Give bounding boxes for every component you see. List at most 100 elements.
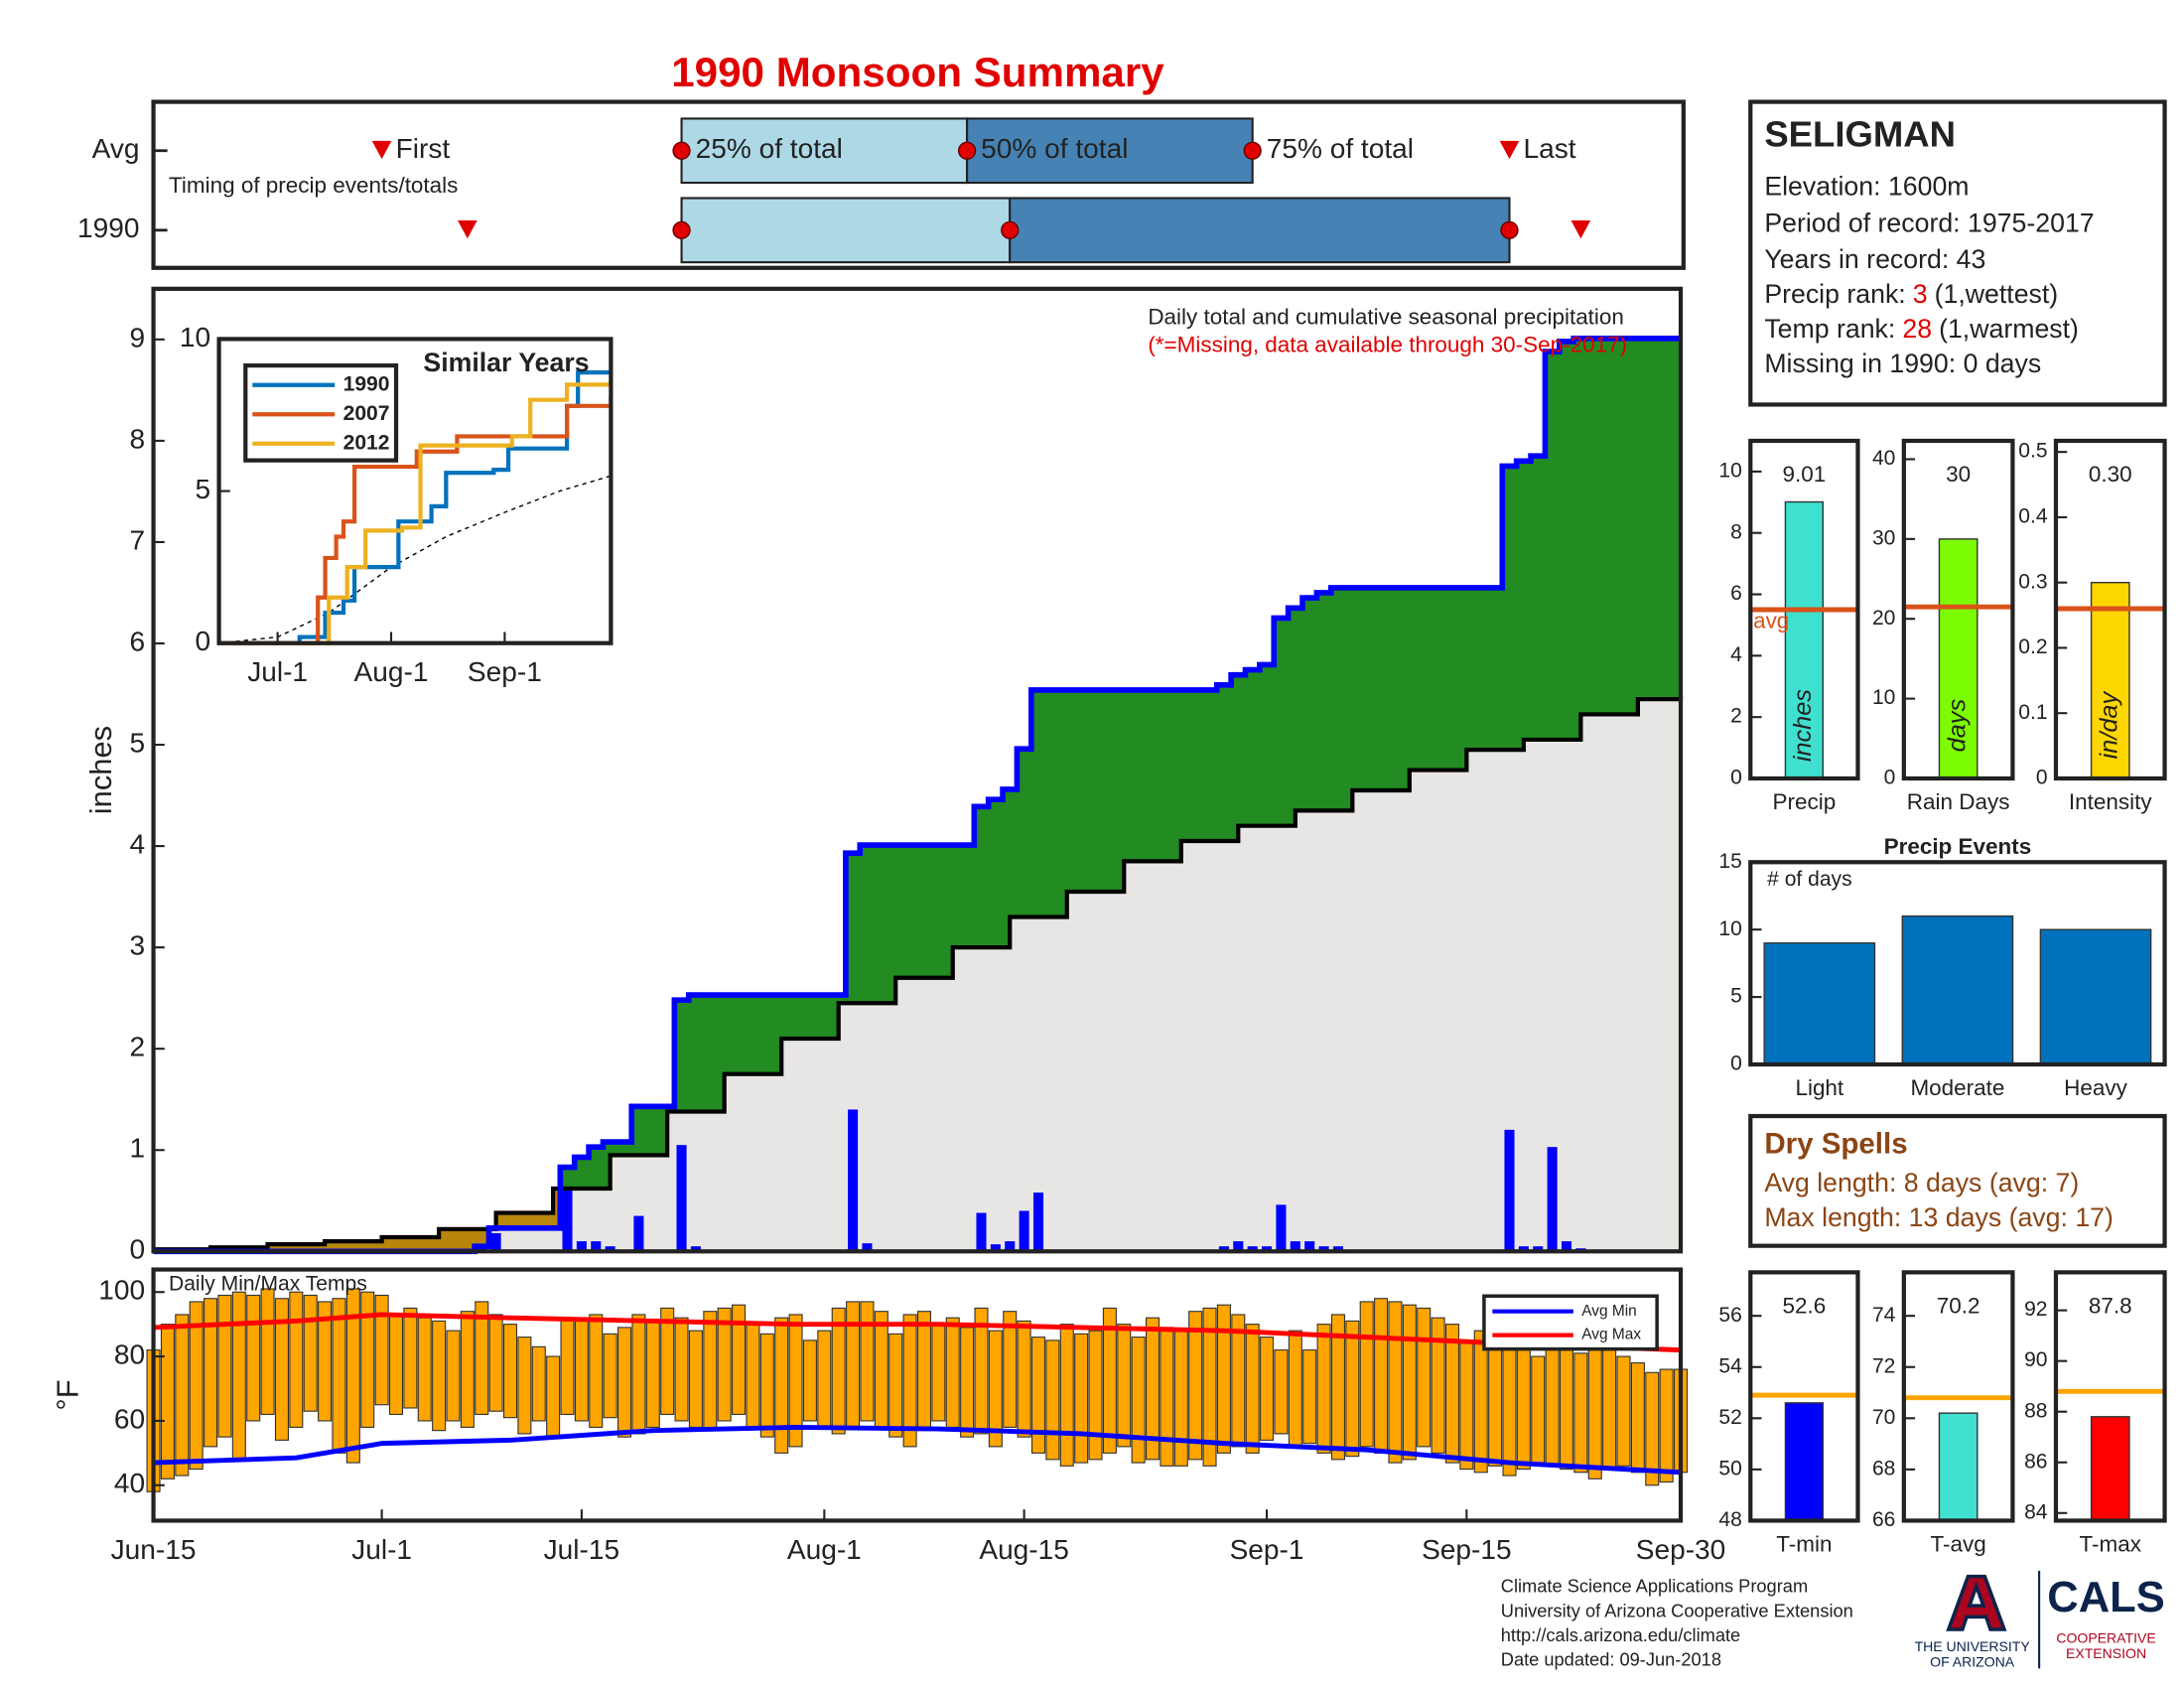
temp-bar [517, 1336, 532, 1435]
x-tick-label: Jul-1 [351, 1534, 412, 1565]
temp-bar [1216, 1304, 1231, 1454]
timing-dot [672, 220, 691, 239]
temp-bar [502, 1324, 518, 1419]
footer-line: Climate Science Applications Program [1501, 1576, 1808, 1597]
y-label: # of days [1767, 868, 1851, 891]
bar [1901, 914, 2014, 1065]
daily-bar [976, 1212, 987, 1252]
x-tick-label: Sep-15 [1422, 1534, 1512, 1565]
temp-bar [788, 1314, 803, 1448]
dry-box [1748, 1113, 2167, 1248]
temp-bar [1288, 1330, 1302, 1448]
y-tick-label: 0.5 [2018, 440, 2047, 463]
legend-label: 2012 [343, 431, 390, 454]
temp-bar [916, 1311, 932, 1432]
temp-bar [703, 1311, 718, 1432]
daily-bar [1247, 1246, 1258, 1252]
temp-bar [1431, 1317, 1445, 1454]
x-tick-label: Intensity [2069, 789, 2152, 814]
y-tick-label: 1 [129, 1133, 145, 1164]
temp-bar [374, 1294, 389, 1406]
daily-bar [1518, 1246, 1529, 1252]
bar-text: days [1943, 699, 1971, 753]
temp-bar [1516, 1345, 1531, 1471]
timing-triangle [1499, 140, 1520, 160]
temp-bar [617, 1327, 632, 1438]
y-tick-label: 2 [129, 1032, 145, 1062]
y-tick-label: 4 [1730, 643, 1742, 666]
temp-bar [204, 1298, 218, 1448]
legend-label: Avg Max [1581, 1327, 1641, 1343]
legend-label: 1990 [343, 372, 390, 395]
y-axis-label: inches [83, 726, 118, 814]
temp-bar [1602, 1349, 1617, 1471]
x-tick-label: Precip [1773, 789, 1837, 814]
y-tick-label: 56 [1718, 1304, 1741, 1327]
timing-box [680, 117, 969, 185]
temp-bar [1188, 1311, 1203, 1461]
chart-subtitle: (*=Missing, data available through 30-Se… [1148, 332, 1627, 356]
y-tick-label: 84 [2024, 1500, 2048, 1523]
rank-line: Temp rank: 28 (1,warmest) [1764, 314, 2079, 344]
station-line: Period of record: 1975-2017 [1764, 208, 2094, 237]
cals-text: CALS [2047, 1574, 2165, 1621]
x-tick-label: Aug-15 [979, 1534, 1069, 1565]
y-tick-label: 3 [129, 930, 145, 961]
temp-bar [831, 1307, 846, 1435]
dry-line: Max length: 13 days (avg: 17) [1764, 1202, 2114, 1232]
bar [1938, 538, 1979, 779]
y-tick-label: 86 [2024, 1450, 2047, 1473]
y-tick-label: 30 [1872, 526, 1895, 549]
frame [151, 1267, 1684, 1523]
temp-bar [345, 1288, 360, 1464]
chart-title: Precip Events [1884, 834, 2032, 859]
temp-bar [1630, 1362, 1645, 1474]
temp-bar [1045, 1339, 1060, 1461]
daily-bar [1504, 1129, 1515, 1252]
daily-bar [562, 1191, 573, 1252]
temp-bar [1160, 1327, 1174, 1467]
temp-bar [802, 1339, 817, 1422]
temp-bar [1245, 1324, 1260, 1454]
y-tick-label: 70 [1872, 1406, 1895, 1429]
y-tick-label: 68 [1872, 1457, 1895, 1479]
y-tick-label: 40 [1872, 447, 1895, 470]
timing-dot [1001, 220, 1020, 239]
temp-bar [645, 1320, 660, 1428]
timing-dot [1243, 141, 1262, 160]
temp-bar [1545, 1342, 1560, 1467]
series-line [218, 378, 614, 645]
y-tick-label: 50 [1718, 1457, 1741, 1479]
temp-bar [574, 1320, 589, 1422]
temp-bar [1088, 1330, 1103, 1461]
timing-label: 25% of total [696, 133, 843, 164]
title: 1990 Monsoon Summary [671, 49, 1164, 95]
dry-line: Avg length: 8 days (avg: 7) [1764, 1168, 2079, 1197]
temp-bar [260, 1288, 275, 1416]
y-tick-label: 0 [129, 1234, 145, 1265]
temp-bar [1202, 1307, 1217, 1467]
daily-bar [1290, 1241, 1300, 1252]
temp-bar [1274, 1349, 1289, 1435]
daily-bar [990, 1244, 1001, 1252]
temp-bar [960, 1327, 975, 1438]
daily-bar [1218, 1246, 1229, 1252]
y-tick-label: 6 [1730, 582, 1742, 605]
temp-bar [1330, 1314, 1345, 1461]
y-tick-label: 88 [2024, 1399, 2047, 1422]
rank-line: Precip rank: 3 (1,wettest) [1764, 279, 2058, 309]
temp-bar [974, 1307, 989, 1435]
frame [2053, 438, 2167, 781]
temp-bar [274, 1298, 289, 1441]
avg-line [153, 1424, 1682, 1476]
x-tick-label: Sep-1 [1230, 1534, 1304, 1565]
data-label: 9.01 [1783, 462, 1827, 487]
x-tick-label: Moderate [1910, 1075, 2004, 1100]
extension-text: COOPERATIVE [2056, 1630, 2155, 1646]
daily-bar [1318, 1246, 1329, 1252]
temp-bar [660, 1307, 675, 1416]
temp-bar [1117, 1324, 1132, 1448]
timing-note: Timing of precip events/totals [169, 173, 458, 198]
